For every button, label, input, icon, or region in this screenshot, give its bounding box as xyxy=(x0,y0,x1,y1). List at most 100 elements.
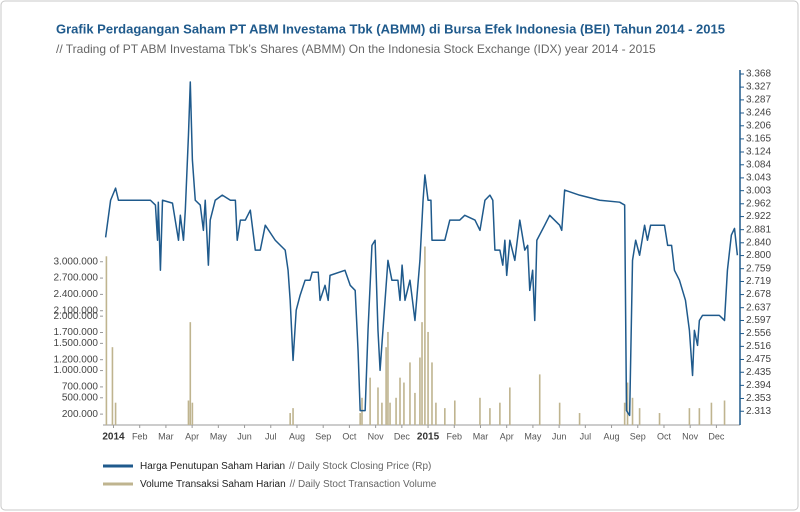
volume-bar xyxy=(509,387,511,425)
y2-tick-label: 2.597 xyxy=(746,315,771,326)
x-tick-label: Feb xyxy=(447,431,463,441)
y2-tick-label: 2.881 xyxy=(746,224,771,235)
volume-bar xyxy=(385,347,387,425)
y2-tick-label: 2.394 xyxy=(746,380,771,391)
volume-bar xyxy=(698,408,701,425)
volume-bar xyxy=(409,362,411,425)
y2-tick-label: 2.962 xyxy=(746,198,771,209)
y2-tick-label: 2.678 xyxy=(746,289,771,300)
x-tick-label: Jun xyxy=(237,431,252,441)
y2-tick-label: 3.327 xyxy=(746,82,771,93)
y2-tick-label: 2.556 xyxy=(746,328,771,339)
volume-bar xyxy=(399,377,401,425)
y2-tick-label: 3.368 xyxy=(746,69,771,80)
y2-tick-label: 3.246 xyxy=(746,108,771,119)
volume-bar xyxy=(626,382,629,425)
price-line xyxy=(104,81,739,417)
x-tick-label: Oct xyxy=(657,431,672,441)
y2-tick-label: 2.719 xyxy=(746,276,771,287)
x-tick-label: Nov xyxy=(368,431,385,441)
volume-bar xyxy=(424,246,426,425)
y-tick-label: 1.000.000 xyxy=(54,365,99,376)
legend-name-en: // Daily Stoct Transaction Volume xyxy=(290,479,437,490)
y2-tick-label: 3.043 xyxy=(746,173,771,184)
y2-tick-label: 3.206 xyxy=(746,120,771,131)
y-tick-label: 2.400.000 xyxy=(54,289,99,300)
y-tick-label: 2.100.000 xyxy=(54,305,99,316)
x-tick-label: May xyxy=(210,431,228,441)
volume-bar xyxy=(453,400,456,425)
volume-bar xyxy=(395,397,397,425)
x-tick-label: May xyxy=(524,431,542,441)
volume-bar xyxy=(489,408,491,425)
y2-tick-label: 2.759 xyxy=(746,263,771,274)
x-tick-label: Apr xyxy=(500,431,514,441)
volume-bar xyxy=(479,397,481,425)
volume-bar xyxy=(710,402,713,425)
volume-bar xyxy=(389,402,391,425)
legend-label: Harga Penutupan Saham Harian // Daily Sto… xyxy=(140,461,431,472)
volume-bar xyxy=(114,402,117,425)
volume-bar xyxy=(658,413,661,425)
volume-bar xyxy=(427,331,429,425)
legend-name: Volume Transaksi Saham Harian xyxy=(140,479,286,490)
y-tick-label: 1.500.000 xyxy=(54,338,99,349)
x-tick-label: Mar xyxy=(473,431,489,441)
y-tick-label: 3.000.000 xyxy=(54,256,99,267)
x-tick-label: Aug xyxy=(289,431,305,441)
y-tick-label: 700.000 xyxy=(62,382,99,393)
y2-tick-label: 2.475 xyxy=(746,354,771,365)
y-tick-label: 1.700.000 xyxy=(54,327,99,338)
volume-bar xyxy=(499,402,501,425)
volume-bar xyxy=(638,408,641,425)
x-tick-label: Oct xyxy=(342,431,357,441)
x-tick-label: Sep xyxy=(630,431,646,441)
x-tick-label: Jun xyxy=(552,431,567,441)
volume-bar xyxy=(723,400,726,425)
x-tick-label: Mar xyxy=(158,431,174,441)
x-tick-label: 2015 xyxy=(417,432,440,443)
x-tick-label: Jul xyxy=(580,431,592,441)
y-tick-label: 500.000 xyxy=(62,392,99,403)
y2-tick-label: 3.124 xyxy=(746,147,771,158)
y2-tick-label: 3.084 xyxy=(746,159,771,170)
y-tick-label: 2.700.000 xyxy=(54,273,99,284)
volume-bar xyxy=(623,402,626,425)
legend-name-en: // Daily Stock Closing Price (Rp) xyxy=(289,461,431,472)
volume-bar xyxy=(105,256,108,425)
y2-tick-label: 3.165 xyxy=(746,134,771,145)
volume-bar xyxy=(414,392,416,425)
x-tick-label: Sep xyxy=(315,431,331,441)
volume-bar xyxy=(292,408,294,425)
y2-tick-label: 2.922 xyxy=(746,211,771,222)
volume-bar xyxy=(369,377,371,425)
legend-label: Volume Transaksi Saham Harian // Daily St… xyxy=(140,479,437,490)
volume-bar xyxy=(431,362,433,425)
volume-bar xyxy=(381,402,383,425)
y2-tick-label: 2.840 xyxy=(746,237,771,248)
volume-bar xyxy=(111,347,114,425)
volume-bar xyxy=(191,402,194,425)
volume-bar xyxy=(419,357,421,425)
x-tick-label: Aug xyxy=(604,431,620,441)
chart-title: Grafik Perdagangan Saham PT ABM Investam… xyxy=(56,21,725,36)
volume-bar xyxy=(558,402,561,425)
y-tick-label: 2.000.000 xyxy=(54,311,99,322)
x-tick-label: Dec xyxy=(708,431,725,441)
y2-tick-label: 3.003 xyxy=(746,185,771,196)
y2-tick-label: 2.313 xyxy=(746,406,771,417)
x-tick-label: 2014 xyxy=(102,432,125,443)
y2-tick-label: 2.435 xyxy=(746,367,771,378)
volume-bar xyxy=(189,322,192,425)
y2-tick-label: 2.800 xyxy=(746,250,771,261)
volume-bar xyxy=(403,382,405,425)
y-tick-label: 200.000 xyxy=(62,409,99,420)
volume-bar xyxy=(289,413,291,425)
volume-bar xyxy=(377,387,379,425)
x-tick-label: Nov xyxy=(682,431,699,441)
x-tick-label: Apr xyxy=(185,431,199,441)
volume-bar xyxy=(444,408,446,425)
volume-bar xyxy=(361,397,363,425)
y2-tick-label: 3.287 xyxy=(746,95,771,106)
